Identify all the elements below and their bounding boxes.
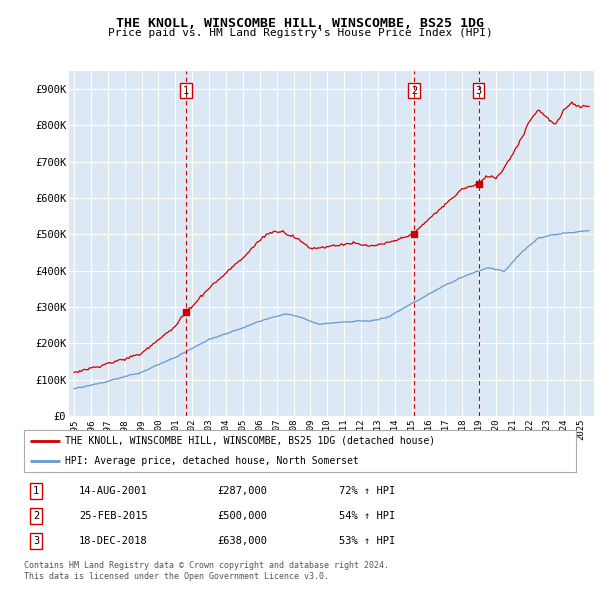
Text: 14-AUG-2001: 14-AUG-2001: [79, 486, 148, 496]
Text: £638,000: £638,000: [217, 536, 267, 546]
Text: £500,000: £500,000: [217, 511, 267, 521]
Text: 2: 2: [33, 511, 39, 521]
Text: 3: 3: [33, 536, 39, 546]
Text: THE KNOLL, WINSCOMBE HILL, WINSCOMBE, BS25 1DG: THE KNOLL, WINSCOMBE HILL, WINSCOMBE, BS…: [116, 17, 484, 30]
Text: 53% ↑ HPI: 53% ↑ HPI: [338, 536, 395, 546]
Text: £287,000: £287,000: [217, 486, 267, 496]
Text: THE KNOLL, WINSCOMBE HILL, WINSCOMBE, BS25 1DG (detached house): THE KNOLL, WINSCOMBE HILL, WINSCOMBE, BS…: [65, 436, 436, 446]
Text: 1: 1: [182, 86, 189, 96]
Text: This data is licensed under the Open Government Licence v3.0.: This data is licensed under the Open Gov…: [24, 572, 329, 581]
Text: 18-DEC-2018: 18-DEC-2018: [79, 536, 148, 546]
Text: 54% ↑ HPI: 54% ↑ HPI: [338, 511, 395, 521]
Text: Contains HM Land Registry data © Crown copyright and database right 2024.: Contains HM Land Registry data © Crown c…: [24, 560, 389, 569]
Text: HPI: Average price, detached house, North Somerset: HPI: Average price, detached house, Nort…: [65, 457, 359, 466]
Text: 1: 1: [33, 486, 39, 496]
Text: 3: 3: [475, 86, 482, 96]
Text: 2: 2: [411, 86, 418, 96]
Text: 72% ↑ HPI: 72% ↑ HPI: [338, 486, 395, 496]
Text: 25-FEB-2015: 25-FEB-2015: [79, 511, 148, 521]
Text: Price paid vs. HM Land Registry's House Price Index (HPI): Price paid vs. HM Land Registry's House …: [107, 28, 493, 38]
